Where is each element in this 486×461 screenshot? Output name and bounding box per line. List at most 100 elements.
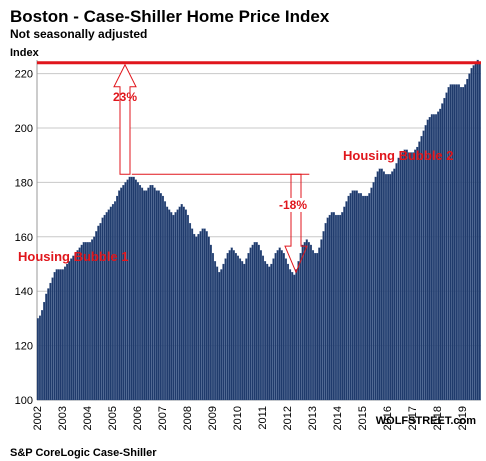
bar — [57, 269, 60, 401]
bar — [47, 288, 50, 401]
bar — [455, 84, 458, 401]
bar — [468, 73, 471, 401]
y-tick-label: 100 — [15, 395, 33, 407]
bar — [36, 318, 39, 401]
bar — [305, 239, 308, 401]
bar — [282, 253, 285, 401]
y-tick-label: 140 — [15, 286, 33, 298]
bar — [172, 214, 175, 401]
x-tick-label: 2012 — [282, 406, 294, 430]
bar — [437, 111, 440, 401]
bar — [84, 242, 87, 401]
drop-label-backdrop — [278, 198, 309, 212]
bar — [445, 92, 448, 401]
bar — [368, 193, 371, 401]
bar — [353, 190, 356, 401]
bar — [212, 253, 214, 401]
bar — [284, 258, 287, 401]
bar — [432, 114, 435, 401]
bar — [385, 174, 387, 401]
bar — [293, 274, 296, 401]
bar — [291, 272, 294, 401]
bar — [399, 155, 402, 401]
bar — [174, 212, 177, 401]
bar — [426, 119, 429, 401]
bar — [186, 214, 189, 401]
bar — [166, 206, 169, 401]
bar — [449, 84, 452, 401]
bar — [53, 272, 56, 401]
bar — [472, 65, 475, 401]
bar — [397, 157, 400, 401]
y-tick-label: 180 — [15, 177, 33, 189]
bar — [249, 247, 252, 401]
bar — [357, 193, 360, 401]
bar — [153, 187, 156, 401]
bar — [68, 261, 71, 401]
bar — [324, 223, 327, 401]
bar — [168, 209, 171, 401]
bar — [301, 244, 304, 401]
y-tick-label: 220 — [15, 69, 33, 81]
x-tick-label: 2004 — [82, 406, 94, 430]
bar — [374, 176, 377, 401]
bar — [126, 179, 129, 401]
x-tick-label: 2010 — [232, 406, 244, 430]
bar — [93, 236, 96, 401]
rise-arrow — [113, 63, 137, 175]
bar — [184, 209, 187, 401]
bar — [86, 242, 89, 401]
bar — [347, 195, 350, 401]
bar — [470, 68, 473, 401]
bar — [132, 176, 135, 401]
bar — [245, 258, 248, 401]
bar — [155, 190, 158, 401]
bar — [405, 149, 408, 401]
bar — [403, 149, 406, 401]
x-tick-label: 2014 — [332, 406, 344, 430]
bar — [460, 87, 463, 401]
bar — [312, 250, 315, 401]
bar — [66, 263, 69, 401]
bar — [280, 250, 283, 401]
bar — [149, 185, 152, 401]
y-tick-label: 160 — [15, 232, 33, 244]
bar — [164, 201, 167, 401]
bar — [370, 187, 373, 401]
bar — [478, 62, 481, 401]
bar — [120, 187, 123, 401]
rise-percent-label: 23% — [113, 90, 137, 104]
bar — [389, 174, 392, 401]
bar — [207, 236, 210, 401]
bar — [464, 84, 467, 401]
bar — [216, 266, 219, 401]
bar — [141, 187, 144, 401]
bar — [259, 250, 262, 401]
bar — [462, 87, 465, 401]
bar — [332, 212, 335, 401]
bar — [147, 187, 150, 401]
bar — [330, 212, 333, 401]
y-tick-labels: 100 120 140 160 180 200 220 — [15, 69, 33, 407]
bar — [326, 217, 329, 401]
bar — [314, 253, 317, 401]
bar — [230, 247, 233, 401]
bar — [218, 272, 221, 401]
bar — [270, 263, 273, 401]
bar — [307, 242, 310, 401]
bar — [341, 212, 344, 401]
bar — [180, 204, 183, 401]
bar — [182, 206, 185, 401]
bar — [251, 244, 254, 401]
bar — [114, 201, 117, 401]
bar — [143, 190, 146, 401]
bar — [89, 242, 91, 401]
bar — [355, 190, 358, 401]
bar — [70, 258, 73, 401]
bar — [116, 195, 119, 401]
bar — [320, 239, 323, 401]
bar — [435, 114, 438, 401]
bar — [264, 261, 267, 401]
bar — [297, 261, 300, 401]
bar — [159, 193, 162, 401]
